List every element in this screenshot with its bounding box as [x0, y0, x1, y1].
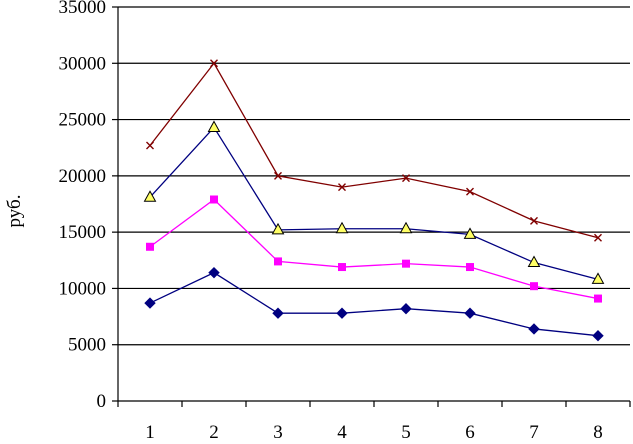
data-point	[466, 263, 474, 272]
data-point	[143, 190, 157, 202]
data-point	[530, 216, 538, 225]
y-tick-label: 20000	[59, 166, 107, 187]
data-point	[271, 222, 285, 235]
data-point	[210, 59, 218, 68]
data-point	[527, 255, 541, 268]
x-tick-label: 7	[529, 422, 539, 443]
axes	[112, 6, 631, 407]
x-tick-label: 4	[337, 422, 347, 443]
data-point	[338, 183, 346, 192]
data-point	[210, 195, 218, 204]
y-tick-label: 35000	[59, 0, 107, 18]
series-1	[144, 266, 604, 342]
data-point	[594, 233, 602, 242]
series-line	[149, 62, 599, 239]
series-2	[146, 195, 602, 303]
x-tick-label: 1	[145, 422, 155, 443]
x-tick-label: 8	[593, 422, 603, 443]
series-group	[143, 59, 605, 342]
data-point	[399, 221, 413, 234]
y-tick-label: 10000	[59, 278, 107, 299]
data-point	[594, 294, 602, 303]
series-3	[143, 120, 605, 284]
data-point	[400, 302, 412, 315]
data-point	[591, 272, 605, 284]
y-tick-label: 30000	[59, 53, 107, 74]
data-point	[208, 266, 220, 279]
x-tick-label: 3	[273, 422, 283, 443]
x-tick-label: 2	[209, 422, 219, 443]
data-point	[144, 297, 156, 309]
y-tick-label: 0	[97, 391, 107, 412]
data-point	[402, 174, 410, 183]
data-point	[274, 171, 282, 180]
data-point	[402, 259, 410, 268]
data-point	[528, 323, 540, 335]
data-point	[336, 307, 348, 319]
y-tick-label: 25000	[59, 110, 107, 131]
data-point	[466, 187, 474, 196]
data-point	[272, 307, 284, 319]
x-tick-label: 6	[465, 422, 475, 443]
data-point	[338, 263, 346, 272]
data-point	[335, 221, 349, 234]
data-point	[592, 330, 604, 342]
data-point	[146, 141, 154, 150]
grid-lines	[118, 6, 630, 346]
series-line	[149, 198, 599, 300]
y-axis-title: руб.	[4, 195, 25, 228]
y-tick-label: 5000	[68, 335, 106, 356]
series-line	[149, 126, 599, 281]
y-tick-labels: 0 5000 10000 15000 20000 25000 30000 35000	[59, 0, 107, 412]
data-point	[207, 120, 221, 132]
x-tick-label: 5	[401, 422, 411, 443]
data-point	[146, 242, 154, 251]
data-point	[274, 257, 282, 266]
data-point	[463, 227, 477, 239]
x-tick-labels: 1 2 3 4 5 6 7 8	[145, 422, 603, 443]
series-4	[146, 59, 602, 242]
series-line	[149, 271, 599, 337]
y-tick-label: 15000	[59, 222, 107, 243]
data-point	[530, 282, 538, 291]
data-point	[464, 307, 476, 319]
